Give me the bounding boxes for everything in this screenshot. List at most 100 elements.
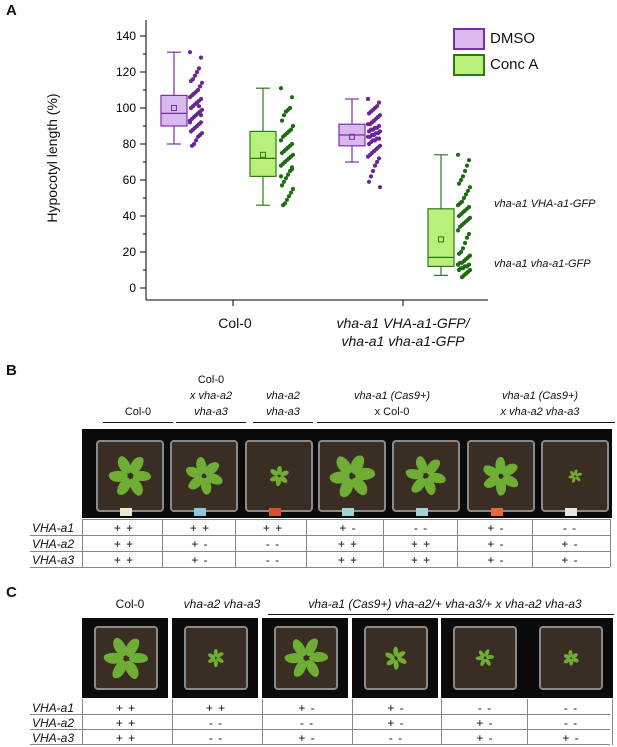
data-point-col0_dmso (188, 78, 194, 84)
table-cell: + - (191, 553, 209, 567)
panel-label-b: B (6, 362, 17, 379)
table-cell: - - (208, 716, 224, 730)
y-tick-label: 80 (123, 137, 137, 151)
x-tick-label-mutant-line1: vha-a1 VHA-a1-GFP/ (336, 315, 470, 331)
y-tick-label: 20 (123, 245, 137, 259)
plant-label-tag (565, 508, 577, 516)
table-row-divider (30, 535, 610, 536)
panel-c-title-dko: vha-a2 vha-a3 (183, 597, 261, 611)
table-cell: + - (561, 553, 579, 567)
table-cell: + + (337, 553, 359, 567)
x-tick-label-col0: Col-0 (218, 315, 252, 331)
table-cell: + - (562, 731, 580, 745)
legend-swatch-conca (453, 54, 485, 76)
data-point-col0_dmso (197, 84, 203, 89)
table-cell: + - (476, 731, 494, 745)
data-point-col0_dmso (195, 134, 201, 139)
table-column-divider (82, 519, 83, 567)
table-column-divider (383, 519, 384, 567)
plant-pot (318, 440, 386, 512)
table-row-divider (30, 567, 610, 568)
table-cell: + - (339, 521, 357, 535)
table-cell: - - (208, 731, 224, 745)
box-dmso-0 (160, 51, 188, 145)
table-cell: + + (115, 731, 137, 745)
data-point-col0_dmso (188, 105, 194, 111)
data-point-mut_dmso (376, 100, 382, 105)
table-cell: - - (388, 731, 404, 745)
data-point-mut_conca (455, 262, 461, 267)
data-point-mut_dmso (366, 179, 372, 184)
data-point-col0_conca (288, 190, 294, 195)
box-conca-0 (249, 87, 277, 206)
data-point-mut_conca (466, 231, 472, 237)
legend-label-conca: Conc A (490, 56, 539, 73)
table-row-label: VHA-a2 (32, 537, 75, 551)
table-cell: + + (113, 537, 135, 551)
data-point-mut_conca (465, 188, 471, 193)
table-row-divider (30, 744, 610, 745)
y-tick-label: 120 (116, 65, 136, 79)
data-point-col0_conca (284, 197, 290, 202)
table-cell: + + (205, 701, 227, 715)
table-cell: + - (298, 701, 316, 715)
data-point-col0_conca (283, 176, 289, 181)
data-point-mut_dmso (365, 154, 371, 159)
data-point-col0_dmso (188, 129, 194, 134)
data-point-mut_dmso (366, 111, 372, 116)
data-point-mut_conca (460, 246, 466, 251)
table-column-divider (612, 699, 613, 745)
data-point-col0_conca (290, 186, 296, 192)
y-tick-label: 100 (116, 101, 136, 115)
table-row-divider (30, 714, 610, 715)
table-column-divider (527, 699, 528, 745)
data-point-mut_conca (462, 168, 468, 174)
table-cell: - - (413, 521, 429, 535)
mean-marker (438, 236, 444, 243)
table-cell: + + (113, 553, 135, 567)
table-row-label: VHA-a1 (32, 701, 75, 715)
table-cell: + + (410, 553, 432, 567)
data-point-col0_dmso (196, 66, 202, 71)
plant-label-tag (491, 508, 503, 516)
data-point-col0_conca (280, 134, 286, 139)
panel-b-column-title: x vha-a2 vha-a3 (500, 406, 580, 418)
data-point-col0_dmso (199, 80, 205, 85)
mean-marker (171, 105, 177, 111)
panel-c-underline-cross (268, 614, 614, 615)
data-point-mut_dmso (376, 156, 382, 161)
table-column-divider (82, 699, 83, 745)
data-point-col0_conca (283, 109, 289, 114)
box-dmso-1 (338, 98, 366, 163)
panel-b-column-underline (317, 422, 467, 423)
data-point-col0_conca (289, 95, 295, 100)
data-point-mut_conca (455, 228, 461, 233)
data-point-mut_dmso (372, 163, 378, 168)
panel-b-column-title: Col-0 (197, 374, 225, 386)
table-cell: + - (561, 537, 579, 551)
table-cell: + + (262, 521, 284, 535)
y-tick-label: 0 (129, 281, 136, 295)
table-cell: + - (476, 716, 494, 730)
table-cell: + + (113, 521, 135, 535)
table-cell: + - (487, 553, 505, 567)
table-column-divider (441, 699, 442, 745)
data-point-col0_conca (287, 168, 293, 174)
table-cell: + + (115, 716, 137, 730)
table-row-label: VHA-a3 (32, 731, 75, 745)
data-point-col0_dmso (187, 120, 193, 125)
data-point-mut_conca (467, 185, 473, 190)
data-point-col0_conca (281, 179, 287, 184)
panel-b-column-underline (465, 422, 615, 423)
data-point-col0_conca (279, 150, 285, 156)
plant-label-tag (194, 508, 206, 516)
table-cell: - - (562, 521, 578, 535)
annotation-upper: vha-a1 VHA-a1-GFP (494, 198, 596, 210)
data-point-mut_conca (457, 224, 463, 229)
plant-label-tag (269, 508, 281, 516)
data-point-mut_conca (466, 158, 472, 163)
plant-label-tag (416, 508, 428, 516)
data-point-col0_dmso (193, 138, 199, 143)
data-point-mut_conca (455, 203, 461, 208)
data-point-col0_dmso (194, 69, 200, 75)
